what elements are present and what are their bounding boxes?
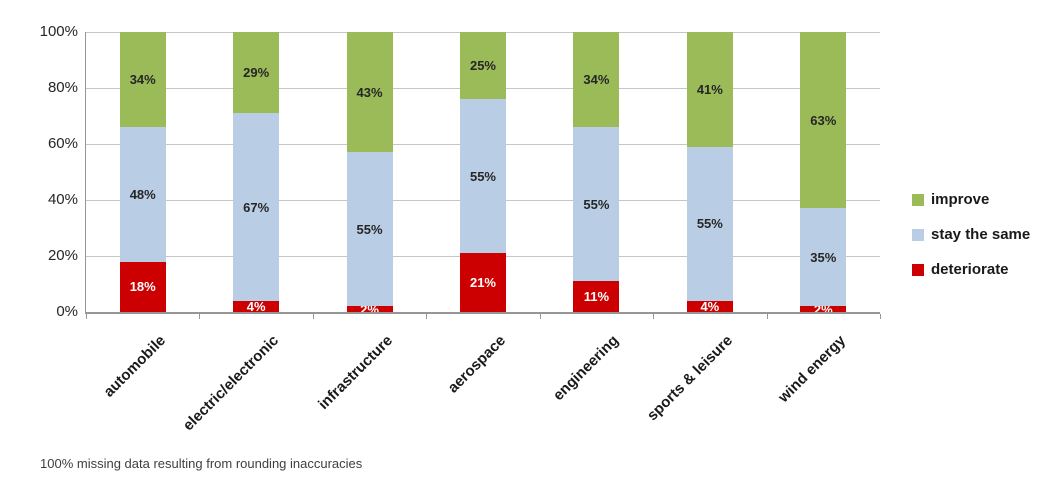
data-label: 55%	[696, 216, 723, 232]
bar-segment-improve: 25%	[459, 32, 506, 100]
bar-segment-stay-the-same: 48%	[119, 127, 166, 262]
x-axis-tick	[766, 314, 768, 319]
bar-column: 2% 55% 43%	[313, 32, 426, 312]
stacked-bar: 2% 35% 63%	[800, 32, 847, 312]
bar-segment-stay-the-same: 55%	[346, 152, 393, 307]
y-tick-label: 80%	[47, 79, 78, 96]
y-tick-label: 40%	[47, 191, 78, 208]
data-label: 34%	[129, 72, 156, 88]
stacked-bar: 4% 55% 41%	[686, 32, 733, 312]
legend-label: deteriorate	[931, 261, 1009, 278]
bar-column: 18% 48% 34%	[86, 32, 199, 312]
stacked-bar: 4% 67% 29%	[233, 32, 280, 312]
data-label: 55%	[583, 196, 610, 212]
x-axis-tick	[880, 314, 881, 319]
y-tick-label: 60%	[47, 135, 78, 152]
bar-segment-improve: 41%	[686, 32, 733, 147]
bar-segment-stay-the-same: 55%	[459, 99, 506, 254]
data-label: 2%	[814, 306, 833, 312]
y-tick-label: 100%	[39, 23, 78, 40]
bar-column: 4% 67% 29%	[199, 32, 312, 312]
footnote: 100% missing data resulting from roundin…	[40, 456, 363, 471]
data-label: 35%	[810, 249, 837, 265]
data-label: 55%	[356, 221, 383, 237]
bar-segment-stay-the-same: 55%	[573, 127, 620, 282]
bar-segment-improve: 34%	[573, 32, 620, 128]
bar-segment-improve: 29%	[233, 32, 280, 114]
bar-segment-improve: 34%	[119, 32, 166, 128]
bar-column: 4% 55% 41%	[653, 32, 766, 312]
bar-segment-deteriorate: 21%	[459, 253, 506, 312]
bar-column: 2% 35% 63%	[767, 32, 880, 312]
bar-segment-stay-the-same: 67%	[233, 113, 280, 301]
data-label: 2%	[360, 306, 379, 312]
data-label: 11%	[583, 289, 610, 305]
legend: improve stay the same deteriorate	[912, 190, 1030, 295]
bar-segment-deteriorate: 2%	[800, 306, 847, 312]
legend-label: stay the same	[931, 226, 1031, 243]
y-axis-line	[85, 32, 86, 313]
x-axis-tick	[312, 314, 314, 319]
stacked-bar: 21% 55% 25%	[459, 32, 506, 312]
data-label: 4%	[700, 300, 720, 312]
x-axis-tick	[653, 314, 655, 319]
y-tick-label: 20%	[47, 247, 78, 264]
bar-column: 21% 55% 25%	[426, 32, 539, 312]
data-label: 55%	[469, 168, 496, 184]
x-axis-line	[85, 312, 880, 314]
data-label: 43%	[356, 84, 383, 100]
legend-item: improve	[912, 190, 1030, 209]
x-axis-tick	[539, 314, 541, 319]
bar-segment-deteriorate: 4%	[233, 300, 280, 312]
bar-column: 11% 55% 34%	[540, 32, 653, 312]
data-label: 41%	[696, 81, 723, 97]
legend-swatch-stay-the-same	[912, 228, 924, 241]
data-label: 48%	[129, 186, 156, 202]
bar-segment-deteriorate: 2%	[346, 306, 393, 312]
legend-swatch-improve	[912, 193, 924, 206]
data-label: 25%	[469, 58, 496, 74]
plot-area: 18% 48% 34% 4% 67% 29% 2% 55% 43% 21% 55% 25% 11% 55%…	[85, 32, 881, 319]
bar-segment-stay-the-same: 55%	[686, 146, 733, 301]
data-label: 29%	[243, 65, 270, 81]
bar-segment-improve: 63%	[800, 32, 847, 209]
stacked-bar: 18% 48% 34%	[119, 32, 166, 312]
stacked-bar: 2% 55% 43%	[346, 32, 393, 312]
bar-segment-deteriorate: 11%	[573, 281, 620, 312]
stacked-bar: 11% 55% 34%	[573, 32, 620, 312]
x-axis-tick	[86, 314, 87, 319]
data-label: 18%	[129, 279, 156, 295]
legend-item: stay the same	[912, 225, 1030, 244]
data-label: 34%	[583, 72, 610, 88]
x-axis-tick	[426, 314, 428, 319]
data-label: 4%	[246, 300, 266, 312]
x-axis-tick	[199, 314, 201, 319]
data-label: 63%	[810, 112, 837, 128]
y-tick-label: 0%	[56, 303, 78, 320]
bar-segment-deteriorate: 18%	[119, 261, 166, 312]
legend-label: improve	[931, 191, 990, 208]
data-label: 67%	[243, 199, 270, 215]
bar-segment-stay-the-same: 35%	[800, 208, 847, 307]
bar-segment-improve: 43%	[346, 32, 393, 153]
data-label: 21%	[469, 275, 496, 291]
bar-segment-deteriorate: 4%	[686, 300, 733, 312]
legend-item: deteriorate	[912, 260, 1030, 279]
legend-swatch-deteriorate	[912, 263, 924, 276]
